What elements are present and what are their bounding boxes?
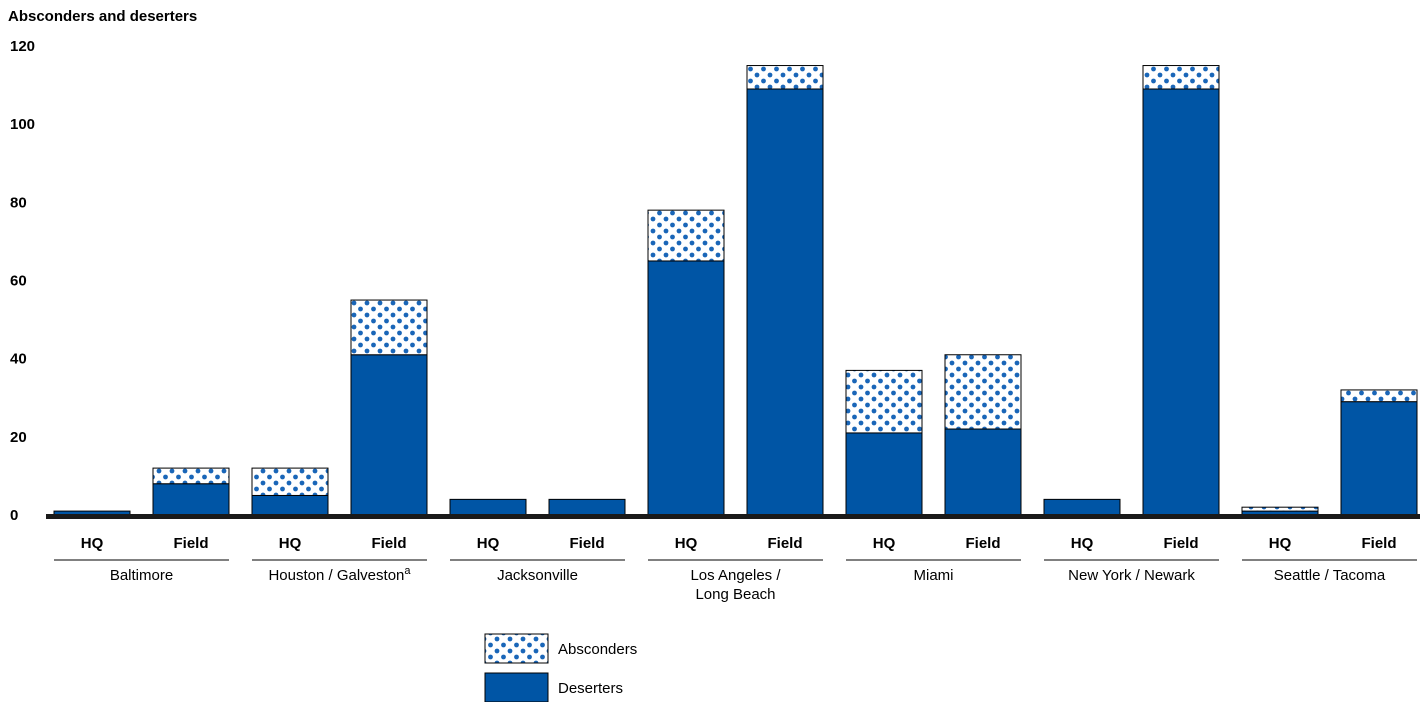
x-axis-baseline — [46, 514, 1420, 519]
y-tick-label: 100 — [10, 116, 35, 133]
x-subcategory-label: HQ — [81, 535, 104, 552]
group-label: Long Beach — [695, 586, 775, 603]
x-subcategory-label: HQ — [675, 535, 698, 552]
x-subcategory-label: Field — [569, 535, 604, 552]
x-subcategory-label: Field — [173, 535, 208, 552]
group-label-footnote: a — [404, 565, 411, 577]
legend-label-deserters: Deserters — [558, 680, 623, 697]
legend: Absconders Deserters — [484, 633, 637, 702]
bar-absconders — [1142, 65, 1220, 90]
bar-deserters — [449, 498, 527, 516]
bar-deserters — [845, 432, 923, 516]
y-tick-label: 60 — [10, 273, 27, 290]
bar-absconders — [152, 467, 230, 485]
group-label: Jacksonville — [497, 567, 578, 584]
bar-deserters — [746, 88, 824, 516]
x-subcategory-label: Field — [767, 535, 802, 552]
y-tick-label: 40 — [10, 351, 27, 368]
bar-deserters — [944, 428, 1022, 516]
bar-deserters — [1340, 401, 1418, 516]
group-label: Baltimore — [110, 567, 173, 584]
x-subcategory-label: HQ — [1269, 535, 1292, 552]
group-label: Houston / Galvestona — [268, 565, 411, 584]
bar-absconders — [746, 65, 824, 90]
x-subcategory-label: HQ — [477, 535, 500, 552]
bar-deserters — [152, 483, 230, 516]
bar-deserters — [647, 260, 725, 516]
bar-deserters — [350, 354, 428, 516]
bar-absconders — [350, 299, 428, 356]
bar-deserters — [548, 498, 626, 516]
y-tick-label: 0 — [10, 507, 18, 524]
bar-deserters — [1142, 88, 1220, 516]
y-tick-label: 20 — [10, 429, 27, 446]
x-subcategory-label: HQ — [1071, 535, 1094, 552]
bar-deserters — [251, 494, 329, 516]
y-tick-label: 120 — [10, 38, 35, 55]
x-subcategory-label: Field — [1361, 535, 1396, 552]
legend-label-absconders: Absconders — [558, 641, 637, 658]
bar-absconders — [944, 354, 1022, 430]
x-subcategory-label: HQ — [279, 535, 302, 552]
bar-absconders — [251, 467, 329, 496]
bar-absconders — [647, 209, 725, 262]
legend-swatch-absconders — [484, 633, 549, 664]
bar-absconders — [1340, 389, 1418, 403]
x-axis: HQ Field HQ Field HQ Field HQ Field HQ Field HQ Fie… — [46, 514, 1420, 603]
group-label: New York / Newark — [1068, 567, 1195, 584]
group-label: Los Angeles / — [690, 567, 781, 584]
bars — [53, 65, 1418, 516]
x-subcategory-label: Field — [1163, 535, 1198, 552]
y-axis: 0 20 40 60 80 100 120 — [10, 38, 35, 524]
y-axis-label: Absconders and deserters — [8, 8, 198, 25]
bar-absconders — [845, 369, 923, 434]
x-subcategory-label: Field — [371, 535, 406, 552]
bar-absconders — [1241, 506, 1319, 512]
x-subcategory-label: Field — [965, 535, 1000, 552]
y-tick-label: 80 — [10, 194, 27, 211]
legend-swatch-deserters — [484, 672, 549, 702]
group-label: Miami — [914, 567, 954, 584]
group-label: Seattle / Tacoma — [1274, 567, 1386, 584]
x-subcategory-label: HQ — [873, 535, 896, 552]
bar-deserters — [1043, 498, 1121, 516]
